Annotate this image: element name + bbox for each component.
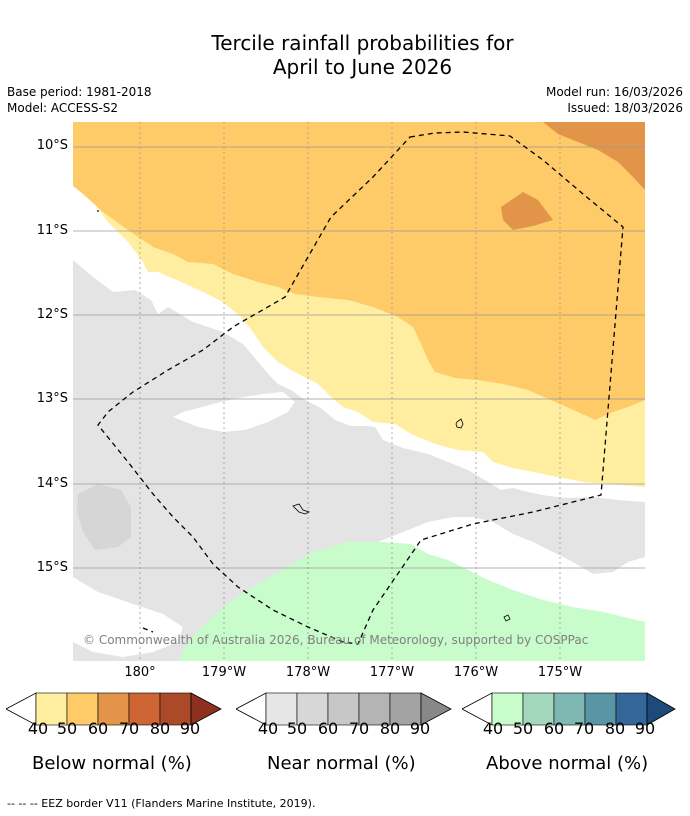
- below-tick-70: 70: [118, 719, 140, 738]
- near-tick-70: 70: [348, 719, 370, 738]
- legend-near-title: Near normal (%): [267, 753, 416, 774]
- below-normal-60-70-top: [543, 122, 645, 190]
- above-tick-60: 60: [543, 719, 565, 738]
- lon-label-177w: 177°W: [369, 665, 415, 680]
- below-tick-50: 50: [56, 719, 78, 738]
- colorbar-above-swatch-5: [615, 692, 648, 726]
- colorbar-above-right-arrow: [646, 692, 676, 726]
- title-line-2: April to June 2026: [272, 55, 453, 79]
- colorbar-below-normal: [6, 692, 222, 726]
- lon-label-180: 180°: [124, 665, 156, 680]
- lat-label-14s: 14°S: [36, 476, 68, 491]
- lat-label-15s: 15°S: [36, 560, 68, 575]
- colorbar-near-swatch-2: [296, 692, 329, 726]
- colorbar-above-swatch-3: [553, 692, 586, 726]
- colorbar-above-swatch-2: [522, 692, 555, 726]
- colorbar-below-swatch-1: [35, 692, 68, 726]
- legend-above-title: Above normal (%): [486, 753, 649, 774]
- colorbar-above-swatch-1: [491, 692, 524, 726]
- eez-border-fragment: [142, 627, 154, 633]
- issued-date: Issued: 18/03/2026: [567, 101, 683, 115]
- map-svg: [73, 122, 645, 661]
- colorbar-above-swatch-4: [584, 692, 617, 726]
- legend-below-title: Below normal (%): [32, 753, 192, 774]
- model-name: Model: ACCESS-S2: [7, 101, 119, 115]
- below-tick-80: 80: [149, 719, 171, 738]
- above-tick-80: 80: [604, 719, 626, 738]
- above-tick-70: 70: [573, 719, 595, 738]
- white-gap-1: [173, 392, 295, 432]
- lat-label-13s: 13°S: [36, 391, 68, 406]
- below-normal-60-70-patch: [501, 192, 553, 230]
- white-gap-2: [73, 577, 183, 657]
- below-tick-90: 90: [179, 719, 201, 738]
- colorbar-below-swatch-2: [66, 692, 99, 726]
- lon-label-178w: 178°W: [285, 665, 331, 680]
- colorbar-below-swatch-4: [128, 692, 161, 726]
- legend-near-normal: 40 50 60 70 80 90 Near normal (%): [236, 692, 452, 782]
- above-tick-90: 90: [634, 719, 656, 738]
- above-normal-region: [178, 542, 645, 661]
- lon-label-176w: 176°W: [453, 665, 499, 680]
- below-normal-50-60-region: [73, 122, 645, 420]
- lat-label-12s: 12°S: [36, 307, 68, 322]
- meta-right: Model run: 16/03/2026 Issued: 18/03/2026: [546, 84, 683, 116]
- below-tick-60: 60: [87, 719, 109, 738]
- near-tick-40: 40: [257, 719, 279, 738]
- island-dot: [97, 210, 99, 212]
- map-area: [73, 122, 645, 661]
- near-normal-patch-left: [73, 302, 101, 330]
- colorbar-near-swatch-3: [327, 692, 360, 726]
- colorbar-below-swatch-5: [159, 692, 192, 726]
- lat-label-11s: 11°S: [36, 223, 68, 238]
- near-tick-60: 60: [317, 719, 339, 738]
- legend-below-normal: 40 50 60 70 80 90 Below normal (%): [6, 692, 222, 782]
- colorbar-near-normal: [236, 692, 452, 726]
- map-title: Tercile rainfall probabilities for April…: [0, 31, 690, 79]
- lon-label-175w: 175°W: [537, 665, 583, 680]
- above-tick-40: 40: [482, 719, 504, 738]
- eez-border: [97, 131, 624, 645]
- lat-label-10s: 10°S: [36, 138, 68, 153]
- meta-left: Base period: 1981-2018 Model: ACCESS-S2: [7, 84, 152, 116]
- island-futuna: [292, 503, 311, 515]
- island-wallis: [455, 418, 464, 429]
- near-tick-90: 90: [409, 719, 431, 738]
- colorbar-above-normal: [462, 692, 676, 726]
- island-small: [503, 614, 511, 622]
- near-tick-50: 50: [286, 719, 308, 738]
- title-line-1: Tercile rainfall probabilities for: [211, 31, 514, 55]
- below-tick-40: 40: [27, 719, 49, 738]
- legend-above-normal: 40 50 60 70 80 90 Above normal (%): [462, 692, 678, 782]
- base-period: Base period: 1981-2018: [7, 85, 152, 99]
- gridlines: [73, 146, 645, 569]
- eez-footnote: -- -- -- EEZ border V11 (Flanders Marine…: [7, 797, 316, 810]
- model-run: Model run: 16/03/2026: [545, 85, 683, 99]
- near-normal-region: [73, 260, 645, 661]
- near-normal-patch-left-2: [77, 484, 131, 550]
- colorbar-near-right-arrow: [420, 692, 452, 726]
- lon-label-179w: 179°W: [201, 665, 247, 680]
- colorbar-below-right-arrow: [190, 692, 222, 726]
- near-tick-80: 80: [379, 719, 401, 738]
- colorbar-near-swatch-1: [265, 692, 298, 726]
- copyright-notice: © Commonwealth of Australia 2026, Bureau…: [83, 633, 589, 647]
- above-tick-50: 50: [512, 719, 534, 738]
- colorbar-below-swatch-3: [97, 692, 130, 726]
